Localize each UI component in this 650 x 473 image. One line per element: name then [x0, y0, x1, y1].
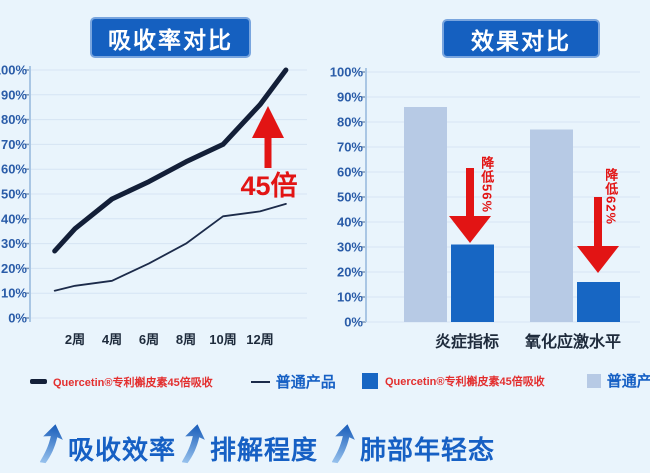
up-arrow-shaft	[264, 134, 272, 168]
footer-label-lung-youth: 肺部年轻态	[360, 435, 496, 465]
category-label: 氧化应激水平	[524, 332, 621, 351]
bar-chart-legend: Quercetin®专利槲皮素45倍吸收 普通产品	[362, 370, 650, 391]
y-tick-label: 0%	[344, 315, 363, 330]
legend-ordinary-label: 普通产品	[275, 374, 336, 391]
legend-thin-line-swatch	[250, 380, 270, 383]
x-tick-label: 6周	[139, 332, 159, 347]
y-tick-label: 20%	[1, 261, 27, 276]
y-tick-label: 30%	[1, 236, 27, 251]
y-tick-label: 100%	[0, 63, 27, 78]
legend-thick-line-swatch	[30, 379, 47, 384]
x-tick-label: 8周	[176, 332, 196, 347]
down-arrow-head	[577, 246, 619, 273]
bar-quercetin-0	[451, 244, 494, 322]
y-tick-label: 10%	[337, 290, 363, 305]
y-tick-label: 50%	[337, 190, 363, 205]
up-arrow-icon	[332, 424, 355, 464]
y-tick-label: 60%	[337, 165, 363, 180]
effect-bar-chart: 0% 10% 20% 30% 40% 50% 60% 70% 80% 90% 100% 炎症指标 氧化应…	[330, 65, 640, 351]
x-tick-label: 12周	[246, 332, 273, 347]
line-chart-45x-annotation: 45倍	[240, 171, 298, 201]
footer-item-lung-youth: 肺部年轻态	[332, 423, 495, 467]
legend-dark-square-swatch	[362, 372, 378, 389]
bar-annotation-reduce-62: 降低62%	[603, 168, 619, 226]
x-tick-label: 4周	[102, 332, 122, 347]
y-tick-label: 80%	[337, 115, 363, 130]
footer-label-absorption: 吸收效率	[68, 435, 177, 465]
legend-light-square-swatch	[586, 373, 601, 388]
effect-title: 效果对比	[471, 27, 571, 54]
footer-item-elimination: 排解程度	[182, 423, 318, 467]
effect-title-banner: 效果对比	[442, 19, 600, 58]
bar-ordinary-1	[530, 129, 573, 322]
down-arrow-shaft	[594, 197, 602, 246]
down-arrow-head	[449, 216, 491, 243]
y-tick-label: 70%	[337, 140, 363, 155]
absorption-line-chart: 0% 10% 20% 30% 40% 50% 60% 70% 80% 90% 100% 2周 4周 6周 8…	[0, 63, 307, 347]
y-tick-label: 40%	[337, 215, 363, 230]
absorption-title-banner: 吸收率对比	[90, 17, 251, 58]
legend-quercetin-label: Quercetin®专利槲皮素45倍吸收	[53, 376, 213, 389]
y-tick-label: 50%	[1, 187, 27, 202]
bar-quercetin-1	[577, 282, 620, 322]
category-label: 炎症指标	[435, 332, 499, 351]
down-arrow-shaft	[466, 168, 474, 216]
absorption-title: 吸收率对比	[108, 26, 233, 53]
bar-ordinary-0	[404, 107, 447, 322]
x-tick-label: 2周	[65, 332, 85, 347]
line-chart-legend: Quercetin®专利槲皮素45倍吸收 普通产品	[30, 371, 336, 392]
series-line-1	[53, 202, 287, 292]
series-line-0	[52, 67, 289, 254]
y-tick-label: 40%	[1, 211, 27, 226]
y-tick-label: 0%	[8, 311, 27, 326]
y-tick-label: 70%	[1, 137, 27, 152]
up-arrow-icon	[40, 424, 63, 464]
x-tick-label: 10周	[209, 332, 236, 347]
footer-label-elimination: 排解程度	[210, 435, 319, 465]
up-arrow-icon	[182, 424, 205, 464]
y-tick-label: 90%	[1, 87, 27, 102]
y-tick-label: 60%	[1, 162, 27, 177]
legend-ordinary-bar-label: 普通产品	[606, 373, 650, 390]
footer-item-absorption: 吸收效率	[40, 423, 176, 467]
y-tick-label: 10%	[1, 286, 27, 301]
y-tick-label: 100%	[330, 65, 363, 80]
bar-annotation-reduce-56: 降低56%	[479, 156, 495, 214]
legend-quercetin-bar-label: Quercetin®专利槲皮素45倍吸收	[385, 375, 545, 388]
y-tick-label: 30%	[337, 240, 363, 255]
y-tick-label: 80%	[1, 112, 27, 127]
y-tick-label: 20%	[337, 265, 363, 280]
y-tick-label: 90%	[337, 90, 363, 105]
up-arrow-head	[252, 106, 284, 138]
